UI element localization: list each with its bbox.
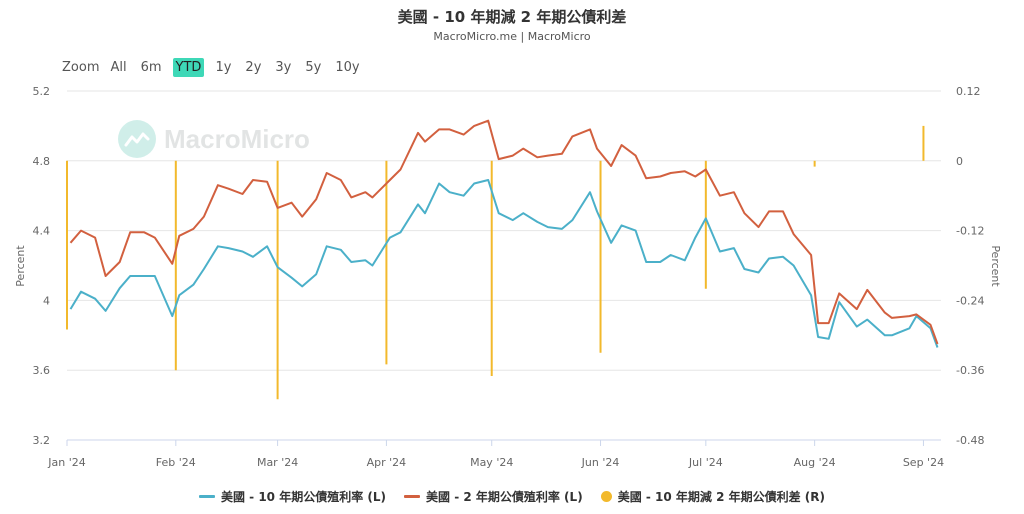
legend-label-spread: 美國 - 10 年期減 2 年期公債利差 (R) [617, 490, 825, 504]
legend-swatch-ten-year [199, 495, 215, 498]
x-tick-label: Sep '24 [903, 456, 944, 469]
zoom-bar: Zoom All 6m YTD 1y 2y 3y 5y 10y [62, 58, 371, 77]
y-right-tick-label: 0 [956, 155, 963, 168]
legend-label-two-year: 美國 - 2 年期公債殖利率 (L) [426, 490, 583, 504]
y-left-ticks: 5.2 4.8 4.4 4 3.6 3.2 [33, 85, 51, 447]
y-left-tick-label: 4 [43, 294, 50, 307]
legend-item-two-year[interactable]: 美國 - 2 年期公債殖利率 (L) [404, 488, 583, 505]
y-right-tick-label: 0.12 [956, 85, 981, 98]
y-left-tick-label: 5.2 [33, 85, 51, 98]
zoom-2y-button[interactable]: 2y [245, 60, 262, 75]
y-right-tick-label: -0.36 [956, 364, 984, 377]
macromicro-logo-icon [118, 120, 156, 158]
zoom-5y-button[interactable]: 5y [305, 60, 322, 75]
y-left-tick-label: 3.6 [33, 364, 51, 377]
x-tick-label: Jan '24 [47, 456, 85, 469]
y-right-tick-label: -0.48 [956, 434, 984, 447]
zoom-label: Zoom [62, 60, 100, 75]
y-left-tick-label: 4.4 [33, 225, 51, 238]
legend-item-ten-year[interactable]: 美國 - 10 年期公債殖利率 (L) [199, 488, 386, 505]
grid-lines [67, 90, 941, 441]
legend-swatch-two-year [404, 495, 421, 498]
chart-subtitle: MacroMicro.me | MacroMicro [433, 30, 591, 43]
y-right-tick-label: -0.12 [956, 225, 984, 238]
x-tick-label: Mar '24 [257, 456, 298, 469]
zoom-10y-button[interactable]: 10y [335, 60, 360, 75]
ten-year-yield-line [69, 179, 939, 348]
y-left-tick-label: 3.2 [33, 434, 51, 447]
legend-label-ten-year: 美國 - 10 年期公債殖利率 (L) [221, 490, 387, 504]
chart-title: 美國 - 10 年期減 2 年期公債利差 [397, 8, 627, 26]
x-tick-label: Apr '24 [367, 456, 407, 469]
x-tick-label: Jul '24 [688, 456, 723, 469]
zoom-6m-button[interactable]: 6m [140, 60, 162, 75]
chart-legend: 美國 - 10 年期公債殖利率 (L) 美國 - 2 年期公債殖利率 (L) 美… [0, 488, 1024, 505]
zoom-3y-button[interactable]: 3y [275, 60, 292, 75]
macromicro-watermark: MacroMicro [118, 120, 310, 158]
y-right-axis-label: Percent [989, 245, 1002, 287]
chart-plot: 5.2 4.8 4.4 4 3.6 3.2 0.12 0 -0.12 -0.24 -0.36 -0.… [14, 85, 1002, 469]
x-tick-label: Feb '24 [156, 456, 196, 469]
legend-item-spread[interactable]: 美國 - 10 年期減 2 年期公債利差 (R) [600, 488, 825, 505]
x-axis-ticks: Jan '24 Feb '24 Mar '24 Apr '24 May '24 Jun '… [47, 439, 944, 469]
y-right-tick-label: -0.24 [956, 294, 984, 307]
series-layer [66, 119, 939, 400]
zoom-all-button[interactable]: All [110, 60, 127, 75]
y-right-ticks: 0.12 0 -0.12 -0.24 -0.36 -0.48 [956, 85, 984, 447]
two-year-yield-line [69, 119, 939, 345]
legend-swatch-spread [600, 491, 612, 502]
x-tick-label: Jun '24 [581, 456, 620, 469]
zoom-ytd-button[interactable]: YTD [172, 58, 205, 77]
x-tick-label: Aug '24 [794, 456, 836, 469]
x-tick-label: May '24 [470, 456, 513, 469]
watermark-text: MacroMicro [164, 123, 310, 154]
y-left-tick-label: 4.8 [33, 155, 51, 168]
zoom-1y-button[interactable]: 1y [215, 60, 232, 75]
y-left-axis-label: Percent [14, 245, 27, 287]
